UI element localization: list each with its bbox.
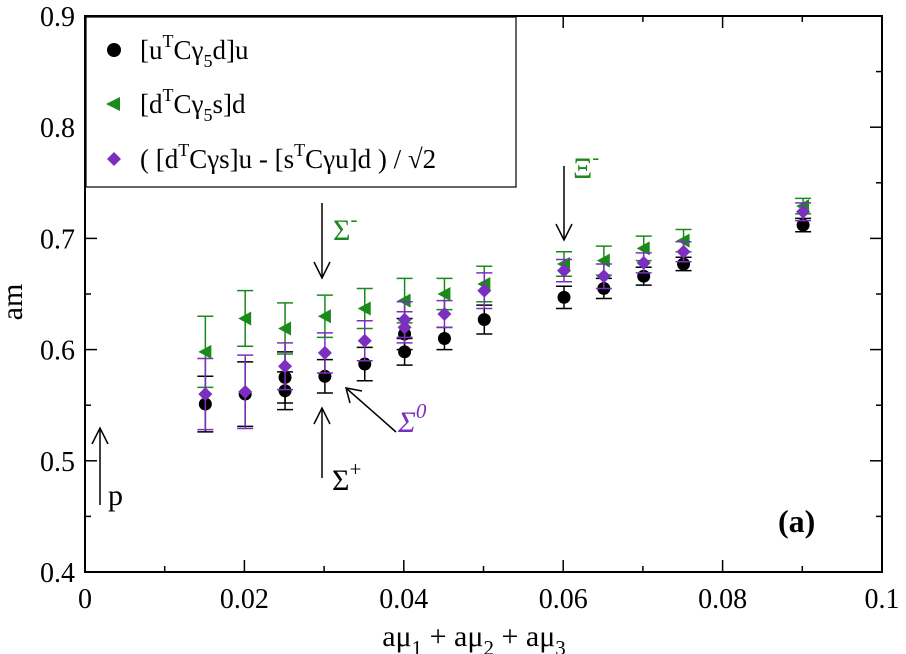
data-point xyxy=(317,345,332,360)
data-point xyxy=(556,263,571,278)
arrow-head-sigma-plus xyxy=(313,406,331,425)
y-tick-label: 0.8 xyxy=(40,113,75,144)
label-xi-minus: Ξ- xyxy=(573,145,599,185)
data-point xyxy=(357,333,372,348)
x-tick-label: 0 xyxy=(78,584,92,615)
y-tick-label: 0.5 xyxy=(40,447,75,478)
data-point xyxy=(198,387,213,402)
arrow-head-proton xyxy=(91,426,109,445)
annotation-xi-minus: Ξ- xyxy=(555,145,599,242)
legend-label-mixed: ( [dTCγs]u - [sTCγu]d ) / √2 xyxy=(140,140,436,174)
panel-label: (a) xyxy=(778,503,815,539)
y-axis-label: am xyxy=(0,284,29,321)
annotation-sigma-zero: Σ0 xyxy=(344,387,427,439)
legend-label-dd: [dTCγ5s]d xyxy=(140,85,246,125)
x-axis-label: aμ1 + aμ2 + aμ3 xyxy=(382,620,566,654)
arrow-head-sigma-zero xyxy=(344,387,363,404)
y-tick-label: 0.9 xyxy=(40,2,75,33)
y-tick-labels: 0.4 0.5 0.6 0.7 0.8 0.9 xyxy=(40,2,75,589)
x-tick-labels: 0 0.02 0.04 0.06 0.08 0.1 xyxy=(78,584,900,615)
x-tick-label: 0.1 xyxy=(865,584,900,615)
series-dd xyxy=(197,197,812,389)
legend-label-uu: [uTCγ5d]u xyxy=(140,31,249,71)
y-tick-label: 0.7 xyxy=(40,224,75,255)
y-tick-label: 0.4 xyxy=(40,558,75,589)
data-point xyxy=(238,311,252,326)
annotation-sigma-plus: Σ+ xyxy=(313,406,361,497)
data-point xyxy=(676,233,690,248)
label-sigma-zero: Σ0 xyxy=(397,399,427,439)
data-point xyxy=(278,321,292,336)
arrow-sigma-zero xyxy=(345,387,397,433)
data-point xyxy=(477,283,492,298)
data-point xyxy=(796,204,811,219)
data-point xyxy=(398,345,412,359)
x-tick-label: 0.06 xyxy=(539,584,588,615)
arrow-head-xi-minus xyxy=(555,223,573,242)
data-point xyxy=(796,218,810,232)
x-tick-label: 0.02 xyxy=(220,584,269,615)
y-tick-label: 0.6 xyxy=(40,336,75,367)
data-point xyxy=(636,255,651,270)
data-point xyxy=(636,241,650,256)
data-point xyxy=(397,293,411,308)
legend-marker-circle xyxy=(107,43,121,57)
legend-marker-diamond xyxy=(107,152,121,166)
data-point xyxy=(278,359,293,374)
data-point xyxy=(238,384,253,399)
label-sigma-minus: Σ- xyxy=(333,207,357,247)
data-point xyxy=(677,257,691,271)
x-tick-label: 0.08 xyxy=(698,584,747,615)
label-sigma-plus: Σ+ xyxy=(332,457,361,497)
arrow-head-sigma-minus xyxy=(313,261,331,280)
data-point xyxy=(477,313,491,327)
data-point xyxy=(596,269,611,284)
annotation-proton: p xyxy=(91,426,123,512)
legend-marker-triangle xyxy=(106,97,120,111)
data-point xyxy=(317,309,331,324)
label-proton: p xyxy=(108,479,123,512)
data-point xyxy=(437,331,451,345)
data-point xyxy=(357,301,371,316)
data-point xyxy=(676,244,691,259)
annotation-sigma-minus: Σ- xyxy=(313,203,357,280)
legend-box xyxy=(85,16,517,188)
data-point xyxy=(557,290,571,304)
data-point xyxy=(437,287,451,301)
data-point xyxy=(198,344,212,359)
series-mixed xyxy=(197,202,812,431)
legend: [uTCγ5d]u [dTCγ5s]d ( [dTCγs]u - [sTCγu]… xyxy=(85,16,517,188)
data-point xyxy=(437,307,452,322)
data-point xyxy=(397,320,412,335)
x-tick-label: 0.04 xyxy=(379,584,428,615)
